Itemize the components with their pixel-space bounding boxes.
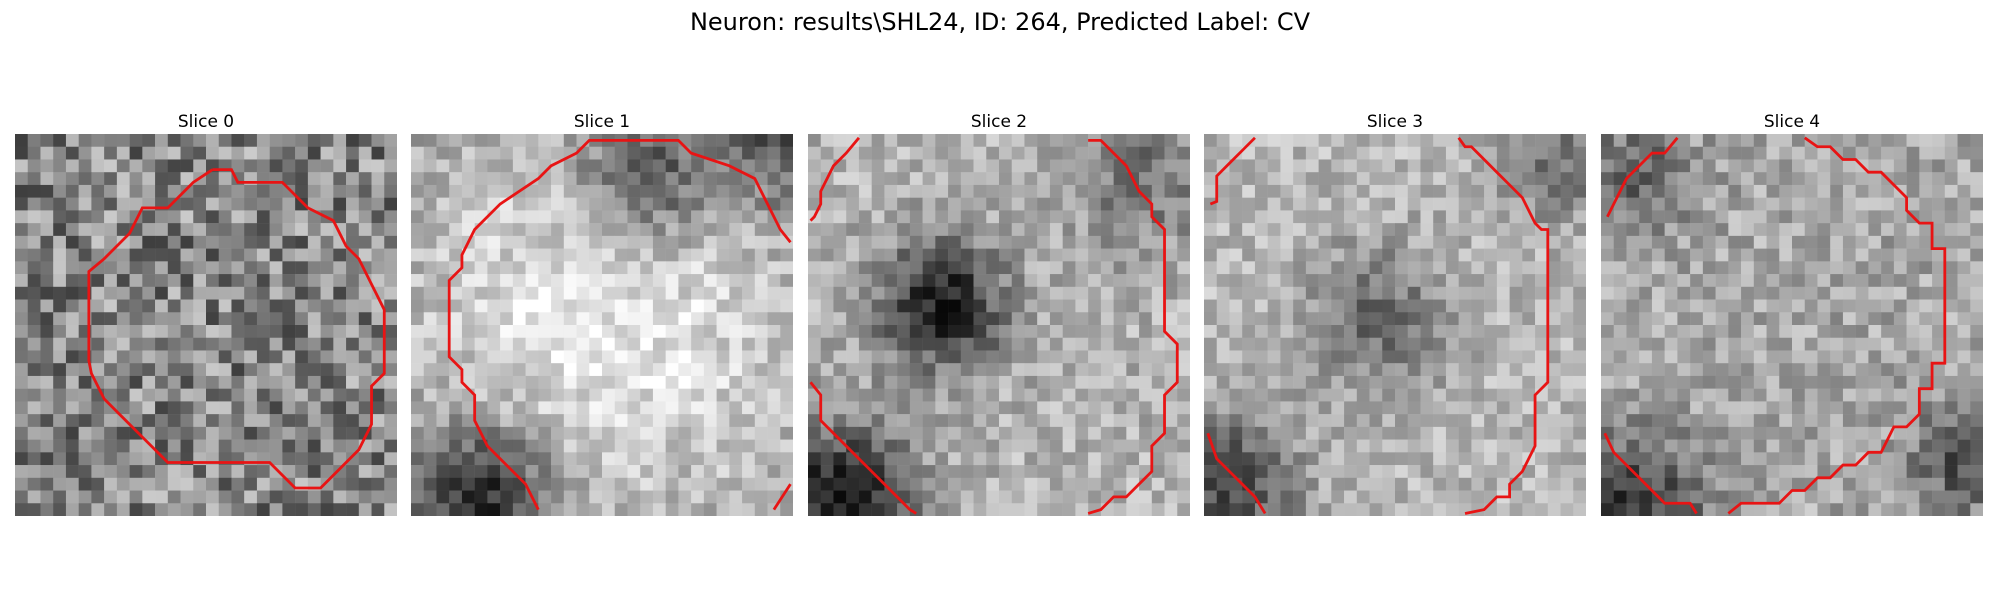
segmentation-contour-topleft	[1606, 136, 1679, 218]
slice-title: Slice 0	[177, 112, 235, 132]
slice-image-1	[411, 134, 793, 516]
slice-panel-2: Slice 2	[808, 110, 1190, 516]
segmentation-contour	[87, 168, 386, 490]
segmentation-contour	[447, 138, 792, 511]
slice-image-3	[1204, 134, 1586, 516]
slice-panel-3: Slice 3	[1204, 110, 1586, 516]
slice-title: Slice 3	[1366, 112, 1424, 132]
slice-title: Slice 1	[573, 112, 631, 132]
segmentation-contour-bottomleft	[1603, 432, 1698, 515]
segmentation-contour-bottomleft	[1206, 432, 1267, 515]
segmentation-contour-right	[1087, 138, 1179, 515]
slice-panel-0: Slice 0	[15, 110, 397, 516]
segmentation-contour-bottom	[809, 381, 917, 515]
slice-image-4	[1601, 134, 1983, 516]
slice-image-0	[15, 134, 397, 516]
slice-title: Slice 2	[970, 112, 1028, 132]
slice-panel-4: Slice 4	[1601, 110, 1983, 516]
segmentation-contour-left	[809, 136, 861, 222]
segmentation-contour-right	[1457, 137, 1550, 515]
slice-image-2	[808, 134, 1190, 516]
segmentation-contour-right	[1727, 136, 1947, 515]
slice-panel-1: Slice 1	[411, 110, 793, 516]
segmentation-contour-topleft	[1209, 136, 1256, 206]
slice-title: Slice 4	[1763, 112, 1821, 132]
figure-title: Neuron: results\SHL24, ID: 264, Predicte…	[689, 8, 1311, 36]
segmentation-contour-corner	[772, 483, 792, 511]
